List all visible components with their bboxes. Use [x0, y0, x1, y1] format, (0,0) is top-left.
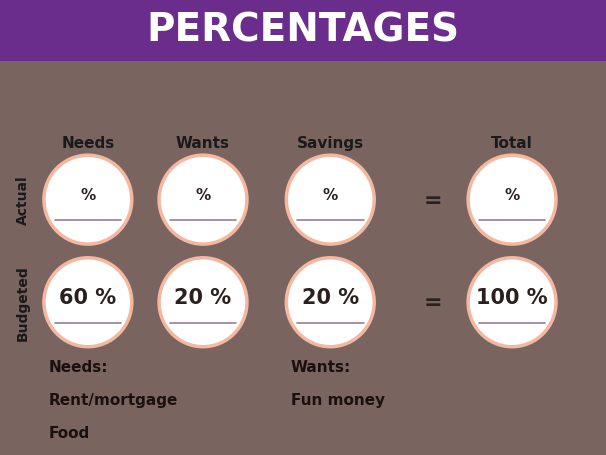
Text: Needs:: Needs:: [48, 359, 108, 374]
Text: Needs: Needs: [61, 136, 115, 151]
Text: %: %: [195, 187, 211, 202]
Ellipse shape: [287, 156, 375, 245]
Text: PERCENTAGES: PERCENTAGES: [147, 12, 459, 50]
Ellipse shape: [468, 156, 556, 245]
Text: Wants: Wants: [176, 136, 230, 151]
Text: %: %: [80, 187, 96, 202]
Ellipse shape: [44, 156, 132, 245]
Text: %: %: [504, 187, 520, 202]
Ellipse shape: [159, 156, 247, 245]
Text: =: =: [424, 293, 442, 313]
Text: Savings: Savings: [297, 136, 364, 151]
Text: =: =: [424, 190, 442, 210]
FancyBboxPatch shape: [0, 0, 606, 61]
Ellipse shape: [159, 258, 247, 347]
Text: Food: Food: [48, 425, 90, 440]
Text: Wants:: Wants:: [291, 359, 351, 374]
Text: 60 %: 60 %: [59, 287, 116, 307]
Text: 20 %: 20 %: [175, 287, 231, 307]
Ellipse shape: [44, 258, 132, 347]
Text: Total: Total: [491, 136, 533, 151]
Text: %: %: [322, 187, 338, 202]
Ellipse shape: [468, 258, 556, 347]
Text: Actual: Actual: [16, 176, 30, 225]
Text: 100 %: 100 %: [476, 287, 548, 307]
Text: Rent/mortgage: Rent/mortgage: [48, 392, 178, 407]
Text: 20 %: 20 %: [302, 287, 359, 307]
Text: Budgeted: Budgeted: [16, 265, 30, 340]
Ellipse shape: [287, 258, 375, 347]
Text: Fun money: Fun money: [291, 392, 385, 407]
